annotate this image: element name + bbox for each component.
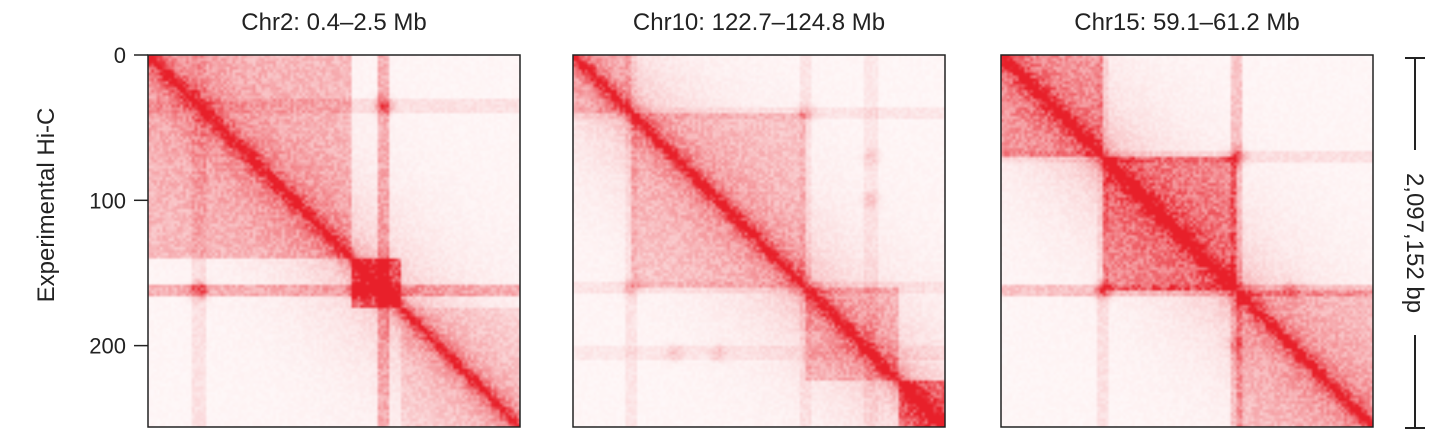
panel-title: Chr10: 122.7–124.8 Mb: [633, 9, 885, 36]
heatmap-panel-3: Chr15: 59.1–61.2 Mb: [1000, 9, 1374, 428]
y-tick-label: 200: [89, 334, 126, 359]
heatmap-matrix: [573, 55, 945, 427]
heatmap-panel-2: Chr10: 122.7–124.8 Mb: [572, 9, 946, 428]
heatmap-frame: [1000, 54, 1374, 428]
scale-bar: 2,097,152 bp: [1401, 57, 1428, 429]
panel-title: Chr15: 59.1–61.2 Mb: [1074, 9, 1299, 36]
heatmap-matrix: [1001, 55, 1373, 427]
y-tick-label: 0: [114, 43, 126, 68]
y-axis: Experimental Hi-C 0 100 200: [33, 43, 148, 359]
heatmap-matrix: [148, 55, 520, 427]
heatmap-frame: [147, 54, 521, 428]
heatmap-panels: Chr2: 0.4–2.5 Mb Chr10: 122.7–124.8 Mb Chr…: [147, 9, 1374, 428]
y-axis-label: Experimental Hi-C: [33, 108, 60, 303]
panel-title: Chr2: 0.4–2.5 Mb: [241, 9, 426, 36]
heatmap-frame: [572, 54, 946, 428]
heatmap-panel-1: Chr2: 0.4–2.5 Mb: [147, 9, 521, 428]
y-tick-label: 100: [89, 188, 126, 213]
scale-bar-label: 2,097,152 bp: [1401, 173, 1428, 313]
